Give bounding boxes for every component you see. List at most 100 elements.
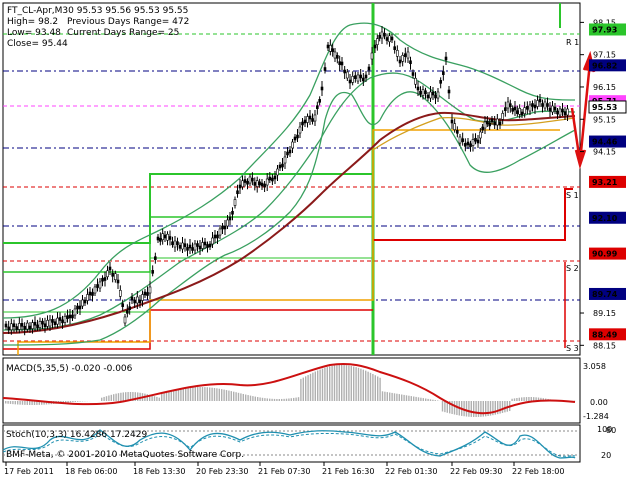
- candle-body: [276, 168, 279, 176]
- macd-bar: [271, 398, 273, 401]
- candle-body: [520, 111, 524, 116]
- candle-body: [370, 52, 374, 60]
- macd-bar: [377, 376, 379, 401]
- candle-body: [393, 46, 396, 50]
- candle-body: [476, 139, 480, 144]
- candle-body: [236, 190, 239, 195]
- level-label-r1: R 1: [566, 38, 579, 47]
- macd-bar: [235, 392, 237, 401]
- close-value: Close= 95.44: [7, 39, 68, 49]
- candle-body: [471, 139, 475, 146]
- candle-body: [444, 56, 448, 61]
- macd-bar: [221, 389, 223, 401]
- macd-bar: [341, 365, 343, 401]
- candle-body: [336, 55, 339, 59]
- level-box: [589, 211, 626, 224]
- candle-body: [286, 151, 289, 156]
- level-box: [589, 23, 626, 36]
- macd-bar: [381, 391, 384, 401]
- candle-body: [271, 177, 274, 182]
- macd-bar: [343, 365, 345, 401]
- candle-body: [326, 44, 330, 49]
- macd-bar: [288, 398, 290, 401]
- candle-body: [83, 299, 87, 304]
- price-level-boxes: 97.9396.8295.7195.5394.4693.2192.1090.99…: [588, 23, 627, 341]
- macd-bar: [492, 401, 494, 416]
- candle-body: [378, 35, 381, 39]
- macd-bar: [158, 397, 160, 401]
- candle-body: [442, 71, 445, 75]
- candle-body: [333, 51, 337, 59]
- candle-body: [498, 121, 502, 126]
- macd-bar: [177, 389, 180, 401]
- y-tick-label: 88.15: [593, 341, 616, 350]
- candle-body: [283, 156, 287, 164]
- candle-body: [281, 163, 284, 168]
- candle-body: [26, 322, 29, 330]
- low-value: Low= 93.48: [7, 28, 61, 38]
- candle-body: [7, 326, 10, 331]
- candle-body: [528, 104, 532, 112]
- macd-bar: [62, 401, 64, 404]
- macd-bar: [149, 394, 151, 401]
- candle-body: [511, 108, 514, 112]
- candle-body: [354, 75, 357, 79]
- candle-body: [556, 110, 559, 115]
- macd-bar: [189, 387, 192, 401]
- candle-body: [51, 319, 54, 323]
- candle-body: [221, 225, 224, 230]
- candle-body: [111, 273, 114, 277]
- candle-body: [474, 137, 477, 142]
- candle-body: [533, 104, 537, 109]
- macd-bar: [122, 392, 124, 401]
- macd-bar: [29, 401, 31, 405]
- macd-bar: [14, 401, 16, 405]
- level-box-label: 89.74: [592, 290, 618, 299]
- macd-bar: [127, 392, 129, 401]
- candle-body: [301, 121, 304, 126]
- macd-bar: [276, 398, 278, 401]
- macd-bar: [273, 398, 276, 401]
- macd-bar: [379, 377, 381, 401]
- candle-body: [273, 175, 277, 180]
- macd-bar: [437, 400, 439, 401]
- candle-body: [143, 291, 147, 296]
- macd-bar: [218, 388, 220, 401]
- macd-bar: [338, 365, 340, 401]
- candles: [4, 26, 569, 336]
- candle-body: [464, 143, 467, 147]
- macd-bar: [117, 393, 120, 401]
- candle-body: [311, 118, 314, 122]
- candle-body: [388, 35, 391, 43]
- candle-body: [490, 118, 494, 123]
- candle-body: [128, 306, 131, 310]
- candle-body: [436, 91, 440, 99]
- candle-body: [43, 323, 47, 328]
- macd-bar: [372, 374, 374, 401]
- macd-bar: [38, 401, 40, 405]
- macd-bar: [182, 388, 184, 401]
- candle-body: [323, 67, 327, 71]
- macd-bar: [19, 401, 21, 405]
- x-tick-label: 22 Feb 09:30: [450, 467, 502, 476]
- stoch-tick-80: 80: [606, 426, 616, 435]
- candle-body: [216, 234, 219, 239]
- macd-bar: [521, 397, 523, 401]
- macd-bar: [7, 401, 9, 404]
- candle-body: [456, 130, 459, 134]
- macd-bar: [374, 375, 376, 401]
- macd-bar: [312, 372, 314, 401]
- level-box-label: 92.10: [592, 214, 618, 223]
- level-label-s1: S 1: [566, 191, 579, 200]
- candle-body: [181, 242, 184, 250]
- candle-body: [93, 286, 97, 294]
- candle-body: [121, 303, 124, 307]
- candle-body: [213, 234, 217, 239]
- macd-bar: [209, 387, 211, 401]
- stoch-main-line: [2, 429, 576, 459]
- candle-body: [141, 294, 144, 301]
- candle-body: [306, 116, 309, 123]
- macd-bar: [204, 387, 206, 401]
- candle-body: [198, 245, 202, 250]
